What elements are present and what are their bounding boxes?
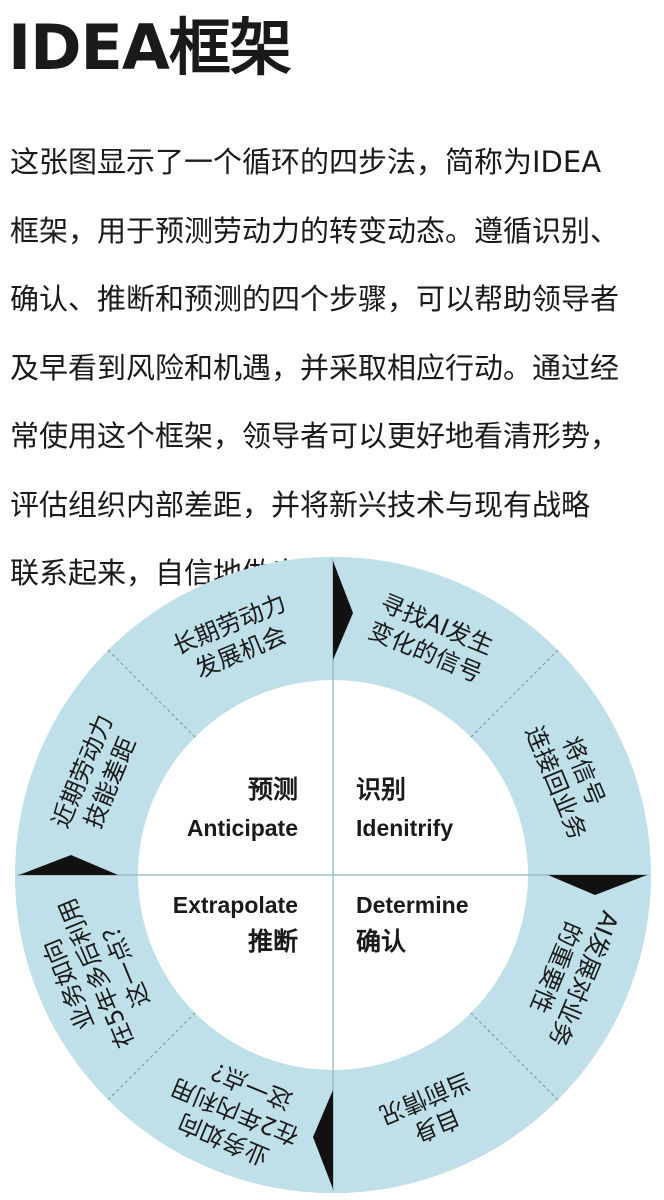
segment-divider-dashed bbox=[470, 1012, 559, 1101]
paragraph-line: 及早看到风险和机遇，并采取相应行动。通过经 bbox=[10, 350, 620, 385]
paragraph-line: 确认、推断和预测的四个步骤，可以帮助领导者 bbox=[10, 282, 620, 316]
page-title: IDEA框架 bbox=[8, 11, 292, 84]
quadrant-identify-en: Idenitrify bbox=[356, 815, 453, 841]
quadrant-determine-en: Determine bbox=[356, 892, 468, 918]
cycle-arrow-icon bbox=[19, 855, 118, 875]
quadrant-anticipate-en: Anticipate bbox=[187, 815, 298, 841]
segment-divider-dashed bbox=[107, 1012, 196, 1101]
paragraph-line: 这张图显示了一个循环的四步法，简称为IDEA bbox=[10, 145, 602, 179]
quadrant-anticipate-zh: 预测 bbox=[248, 776, 298, 804]
outer-ring bbox=[14, 556, 652, 1194]
quadrant-determine-zh: 确认 bbox=[356, 927, 406, 956]
paragraph-line: 评估组织内部差距，并将新兴技术与现有战略 bbox=[10, 487, 591, 522]
segment-divider-dashed bbox=[470, 649, 559, 738]
quadrant-extrapolate-zh: 推断 bbox=[248, 927, 298, 956]
paragraph-line: 框架，用于预测劳动力的转变动态。遵循识别、 bbox=[10, 213, 620, 248]
cycle-arrow-icon bbox=[313, 1090, 333, 1189]
cycle-arrow-icon bbox=[548, 875, 647, 895]
description-paragraph: 这张图显示了一个循环的四步法，简称为IDEA 框架，用于预测劳动力的转变动态。遵… bbox=[10, 128, 660, 608]
cycle-arrow-icon bbox=[333, 561, 353, 660]
quadrant-extrapolate-en: Extrapolate bbox=[173, 892, 298, 918]
quadrant-identify-zh: 识别 bbox=[356, 776, 406, 804]
segment-divider-dashed bbox=[107, 649, 196, 738]
paragraph-line: 常使用这个框架，领导者可以更好地看清形势， bbox=[10, 419, 620, 453]
